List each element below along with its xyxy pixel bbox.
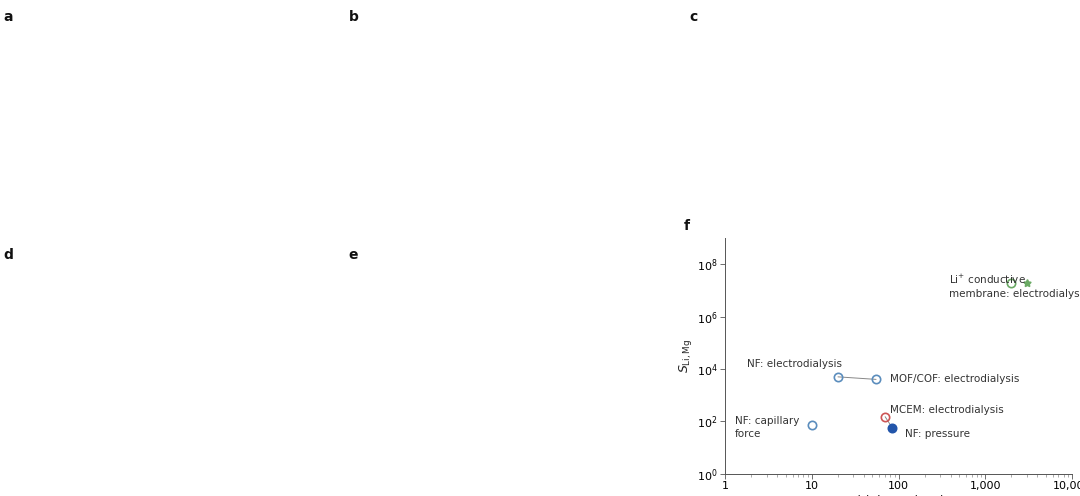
Text: NF: pressure: NF: pressure: [905, 429, 971, 439]
Text: e: e: [349, 248, 359, 262]
Text: a: a: [3, 10, 13, 24]
Text: d: d: [3, 248, 13, 262]
Text: b: b: [349, 10, 359, 24]
Text: f: f: [684, 219, 690, 233]
Text: NF: capillary
force: NF: capillary force: [735, 416, 799, 439]
Text: Li$^{+}$ conductive
membrane: electrodialysis: Li$^{+}$ conductive membrane: electrodia…: [949, 273, 1080, 299]
Text: MCEM: electrodialysis: MCEM: electrodialysis: [890, 405, 1004, 415]
Y-axis label: $S_{\mathrm{Li,Mg}}$: $S_{\mathrm{Li,Mg}}$: [677, 339, 694, 373]
Text: NF: electrodialysis: NF: electrodialysis: [747, 359, 842, 369]
Text: MOF/COF: electrodialysis: MOF/COF: electrodialysis: [890, 374, 1020, 384]
Text: c: c: [689, 10, 698, 24]
